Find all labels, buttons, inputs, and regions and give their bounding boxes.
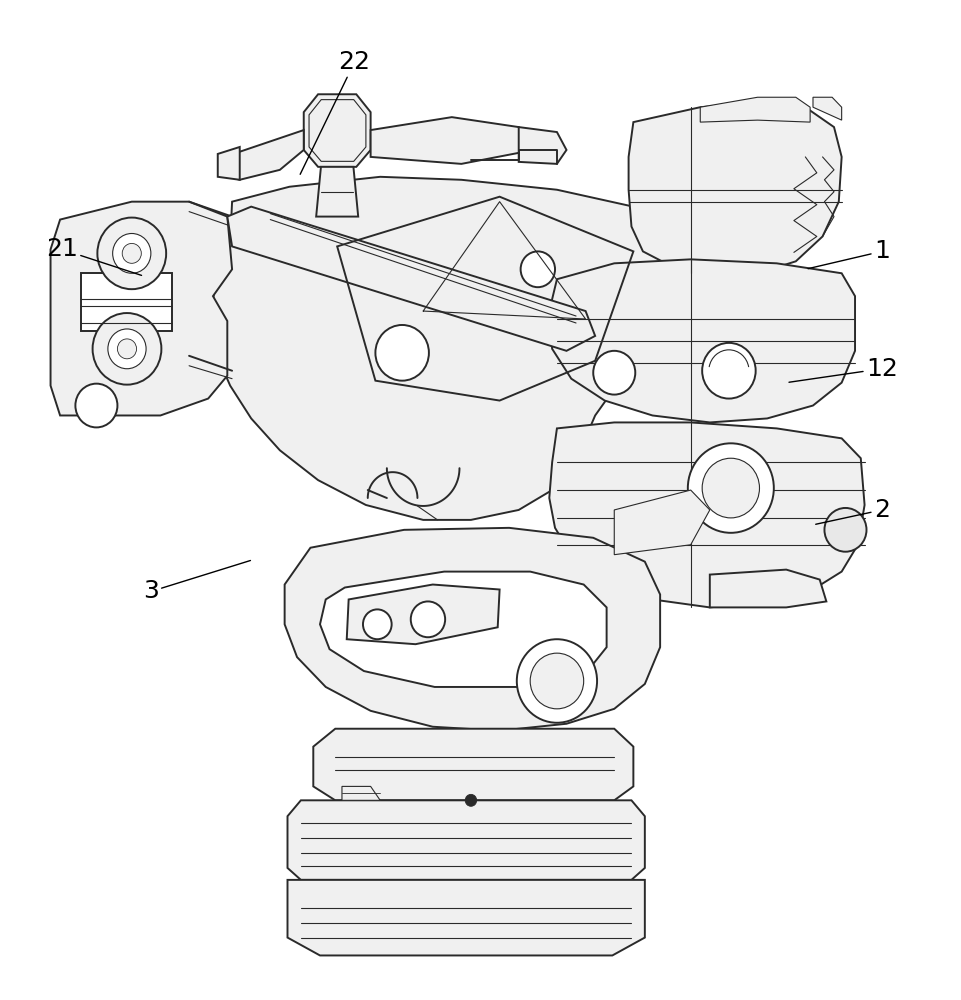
Circle shape [75, 384, 117, 427]
Text: 2: 2 [816, 498, 890, 524]
Circle shape [92, 313, 161, 385]
Circle shape [363, 609, 392, 639]
Polygon shape [313, 729, 633, 800]
Polygon shape [614, 490, 710, 555]
Polygon shape [228, 207, 595, 351]
Circle shape [410, 601, 445, 637]
Circle shape [376, 325, 429, 381]
Circle shape [465, 794, 477, 806]
Circle shape [521, 251, 555, 287]
Polygon shape [316, 167, 358, 217]
Polygon shape [550, 422, 865, 607]
Polygon shape [287, 800, 645, 880]
Bar [81, 273, 172, 331]
Polygon shape [347, 585, 500, 644]
Polygon shape [519, 127, 566, 164]
Polygon shape [710, 570, 826, 607]
Polygon shape [550, 259, 855, 422]
Polygon shape [371, 117, 524, 164]
Circle shape [117, 339, 136, 359]
Polygon shape [51, 202, 233, 415]
Polygon shape [211, 177, 701, 520]
Circle shape [112, 233, 151, 273]
Circle shape [593, 351, 635, 395]
Polygon shape [284, 528, 660, 731]
Polygon shape [628, 102, 842, 273]
Text: 22: 22 [300, 50, 370, 174]
Circle shape [702, 343, 755, 399]
Circle shape [517, 639, 597, 723]
Circle shape [825, 508, 867, 552]
Circle shape [702, 458, 759, 518]
Polygon shape [287, 880, 645, 955]
Polygon shape [813, 97, 842, 120]
Circle shape [97, 218, 166, 289]
Polygon shape [221, 130, 304, 180]
Text: 12: 12 [789, 357, 898, 382]
Text: 21: 21 [46, 237, 141, 275]
Polygon shape [218, 147, 239, 180]
Circle shape [688, 443, 774, 533]
Polygon shape [701, 97, 810, 122]
Polygon shape [304, 94, 371, 167]
Circle shape [108, 329, 146, 369]
Polygon shape [320, 572, 606, 687]
Text: 1: 1 [808, 239, 890, 269]
Circle shape [530, 653, 583, 709]
Polygon shape [342, 786, 381, 800]
Text: 3: 3 [143, 560, 251, 603]
Circle shape [122, 243, 141, 263]
